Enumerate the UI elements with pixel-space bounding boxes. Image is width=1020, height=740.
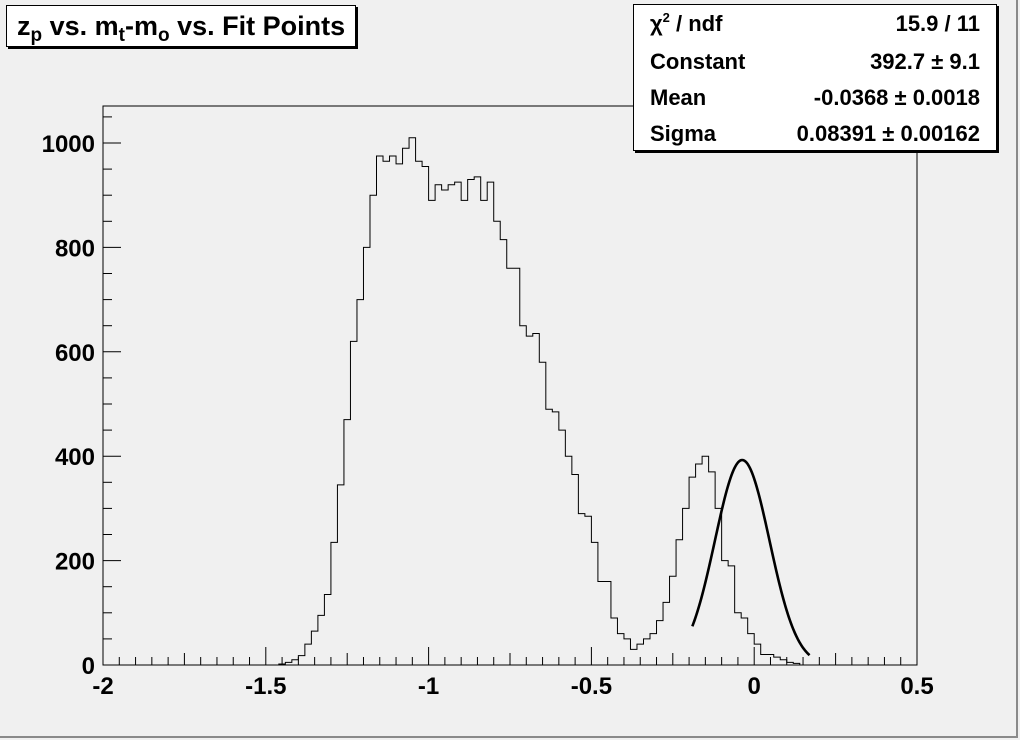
title-part: -m: [124, 11, 158, 41]
stats-row-mean: Mean -0.0368 ± 0.0018: [634, 79, 996, 115]
stats-label: χ2 / ndf: [650, 11, 722, 37]
y-tick-label: 400: [55, 444, 95, 471]
title-part: z: [17, 11, 31, 41]
axes: -2 -1.5 -1 -0.5 0 0.5 0 200 400 600 800 1000: [42, 106, 934, 700]
fit-curve-layer: [691, 458, 811, 657]
stats-value: 392.7 ± 9.1: [870, 49, 980, 74]
x-tick-label: 0.5: [900, 673, 933, 700]
title-part: vs. Fit Points: [169, 11, 346, 41]
x-tick-label: 0: [748, 673, 761, 700]
chart-title: zp vs. mt-mo vs. Fit Points: [6, 5, 357, 47]
stats-value: -0.0368 ± 0.0018: [813, 85, 980, 110]
y-tick-label: 800: [55, 235, 95, 262]
x-tick-label: -1: [418, 673, 439, 700]
title-subscript: t: [118, 25, 125, 46]
stats-label: Constant: [650, 49, 746, 74]
stats-row-sigma: Sigma 0.08391 ± 0.00162: [634, 115, 996, 151]
stats-value: 0.08391 ± 0.00162: [796, 121, 980, 146]
plot-area: [102, 105, 918, 666]
x-tick-label: -2: [92, 673, 113, 700]
fit-stats-box: χ2 / ndf 15.9 / 11 Constant 392.7 ± 9.1 …: [633, 4, 997, 151]
stats-label-text: / ndf: [669, 11, 723, 36]
x-tick-label: -1.5: [245, 673, 286, 700]
title-subscript: o: [157, 25, 170, 46]
stats-row-chi2: χ2 / ndf 15.9 / 11: [634, 5, 996, 41]
histogram-bins: [278, 137, 801, 665]
stats-value: 15.9 / 11: [895, 11, 980, 36]
y-tick-label: 200: [55, 549, 95, 576]
stats-label-text: χ: [650, 11, 663, 36]
title-part: vs. m: [42, 11, 119, 41]
stats-label-sup: 2: [662, 10, 670, 25]
stats-label: Sigma: [650, 121, 717, 146]
y-tick-label: 600: [55, 340, 95, 367]
title-subscript: p: [30, 25, 43, 46]
y-tick-label: 0: [82, 653, 95, 680]
y-tick-label: 1000: [42, 131, 95, 158]
x-tick-label: -0.5: [571, 673, 612, 700]
stats-row-constant: Constant 392.7 ± 9.1: [634, 43, 996, 79]
stats-label: Mean: [650, 85, 707, 110]
histogram-outline: [278, 137, 801, 665]
gaussian-fit-curve: [691, 458, 811, 657]
